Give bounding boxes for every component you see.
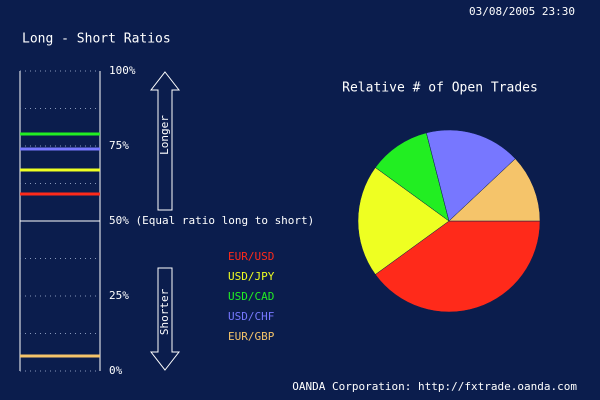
pie-slice [357,167,450,275]
up-arrow [149,71,181,211]
legend-entry: USD/JPY [228,270,275,283]
timestamp: 03/08/2005 23:30 [469,5,575,18]
y-tick-label: 25% [109,289,129,302]
pie-slice [375,220,541,313]
legend-entry: USD/CHF [228,310,274,323]
y-tick-label: 0% [109,364,123,377]
y-tick-label: 75% [109,139,129,152]
legend-entry: EUR/USD [228,250,274,263]
y-tick-label: 100% [109,64,136,77]
arrow-label: Shorter [158,288,171,335]
y-tick-label: 50% (Equal ratio long to short) [109,214,314,227]
gauge-title: Long - Short Ratios [22,32,171,47]
footer: OANDA Corporation: http://fxtrade.oanda.… [292,380,577,393]
legend-entry: EUR/GBP [228,330,275,343]
down-arrow [149,267,181,371]
pie-slice [448,158,541,222]
arrow-label: Longer [158,115,171,155]
pie-slice [426,129,516,222]
pie-title: Relative # of Open Trades [342,81,538,96]
legend-entry: USD/CAD [228,290,274,303]
